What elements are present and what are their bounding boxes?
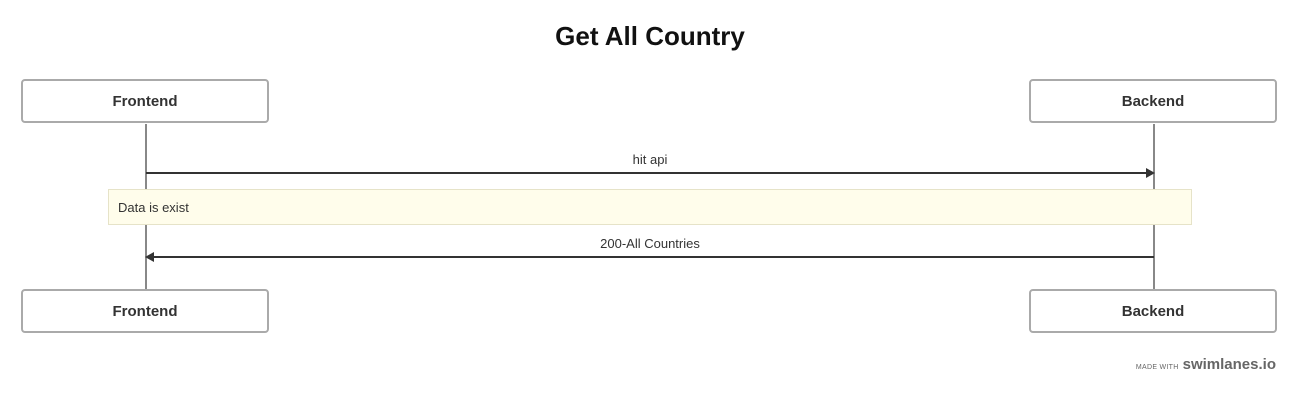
- arrow-hit-api: [146, 168, 1155, 178]
- participant-backend-top[interactable]: Backend: [1029, 79, 1277, 123]
- message-label-hit-api: hit api: [632, 152, 668, 167]
- arrow-200-all-countries: [145, 252, 1154, 262]
- participant-backend-bottom[interactable]: Backend: [1029, 289, 1277, 333]
- note-data-is-exist: Data is exist: [108, 189, 1192, 225]
- participant-frontend-bottom[interactable]: Frontend: [21, 289, 269, 333]
- swimlanes-logo[interactable]: MADE WITH swimlanes.io: [1136, 356, 1276, 373]
- participant-frontend-top[interactable]: Frontend: [21, 79, 269, 123]
- made-with-label: MADE WITH: [1135, 364, 1179, 371]
- diagram-title: Get All Country: [555, 21, 745, 51]
- message-label-200-all-countries: 200-All Countries: [600, 236, 700, 251]
- brand-label: swimlanes.io: [1182, 356, 1276, 373]
